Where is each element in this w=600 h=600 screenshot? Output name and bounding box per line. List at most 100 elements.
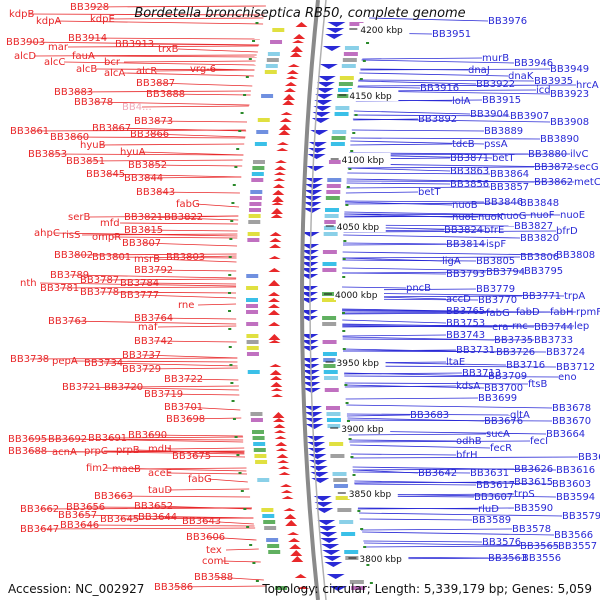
left-function-box <box>262 514 275 518</box>
right-leader-line <box>342 242 447 245</box>
left-green-tick <box>228 328 232 330</box>
right-feature-arrow <box>321 544 340 549</box>
left-gene-label: BB3647 <box>20 524 59 535</box>
left-feature-arrow <box>276 142 289 145</box>
right-function-box <box>323 226 338 230</box>
right-gene-label: BB3889 <box>484 126 523 137</box>
right-function-box <box>323 232 338 236</box>
right-green-tick <box>346 186 350 188</box>
left-leader-line <box>157 516 254 519</box>
left-green-tick <box>252 40 256 42</box>
left-gene-label: BB3701 <box>164 402 203 413</box>
left-gene-label: BB3913 <box>115 39 154 50</box>
right-feature-arrow <box>305 178 324 183</box>
left-gene-label: BB3643 <box>182 516 221 527</box>
right-function-box <box>326 184 341 188</box>
right-gene-label: BB3556 <box>522 553 561 564</box>
left-green-tick <box>228 274 232 276</box>
right-gene-label: BB3731 <box>456 345 495 356</box>
left-leader-line <box>205 536 257 541</box>
right-leader-line <box>346 186 491 189</box>
right-leader-line <box>358 79 535 82</box>
right-leader-line <box>349 440 531 443</box>
right-function-box <box>325 208 340 212</box>
right-gene-label: metC <box>574 177 600 188</box>
right-gene-label: BB3949 <box>550 64 589 75</box>
left-leader-line <box>69 136 246 139</box>
right-feature-arrow <box>324 562 343 567</box>
scale-label-bg <box>334 288 385 300</box>
left-green-tick <box>236 454 240 456</box>
right-feature-arrow <box>300 310 319 315</box>
right-leader-line <box>353 110 471 115</box>
left-feature-arrow <box>291 556 304 562</box>
right-gene-label: gltA <box>510 410 530 421</box>
right-feature-arrow <box>310 472 329 477</box>
left-gene-label: BB3887 <box>136 78 175 89</box>
right-gene-label: BB3916 <box>420 83 459 94</box>
right-function-box <box>322 316 337 320</box>
left-function-box <box>250 418 263 422</box>
left-function-box <box>246 298 259 302</box>
left-leader-line <box>153 340 237 343</box>
right-gene-label: BB3683 <box>410 410 449 421</box>
left-leader-line <box>141 367 238 370</box>
right-leader-line <box>344 375 559 378</box>
left-gene-label: BB3652 <box>134 501 173 512</box>
left-feature-arrow <box>268 334 281 340</box>
right-gene-label: BB3857 <box>490 182 529 193</box>
right-green-tick <box>354 114 358 116</box>
left-function-box <box>268 550 281 554</box>
right-function-box <box>349 22 364 26</box>
left-leader-line <box>141 105 249 108</box>
genome-summary-text: Topology: circular; Length: 5,339,179 bp… <box>262 582 592 596</box>
left-function-box <box>249 196 262 200</box>
left-feature-arrow <box>276 454 289 458</box>
right-feature-arrow <box>310 130 329 135</box>
left-gene-label: prpB <box>116 445 140 456</box>
right-green-tick <box>342 312 346 314</box>
left-feature-arrow <box>268 322 281 326</box>
left-green-tick <box>243 508 247 510</box>
right-green-tick <box>343 240 347 242</box>
right-gene-label: eno <box>558 372 577 383</box>
right-leader-line <box>342 312 487 315</box>
left-leader-line <box>167 488 250 491</box>
right-gene-label: BB3846 <box>484 197 523 208</box>
right-gene-label: BB3631 <box>470 468 509 479</box>
left-leader-line <box>177 48 258 53</box>
left-leader-line <box>185 255 237 258</box>
right-gene-label: BB3594 <box>556 492 595 503</box>
right-leader-line <box>344 213 561 216</box>
right-function-box <box>332 130 347 134</box>
left-gene-label: BB3789 <box>50 270 89 281</box>
left-feature-arrow <box>271 202 284 205</box>
left-leader-line <box>103 362 238 367</box>
left-feature-arrow <box>268 304 281 308</box>
right-leader-line <box>342 251 557 256</box>
left-feature-arrow <box>269 244 282 248</box>
left-function-box <box>266 58 279 62</box>
right-leader-line <box>359 512 563 517</box>
right-feature-arrow <box>329 586 348 591</box>
left-gene-label: pepA <box>52 356 78 367</box>
left-function-box <box>266 538 279 542</box>
left-function-box <box>250 412 263 416</box>
right-gene-label: betT <box>418 187 441 198</box>
left-function-box <box>250 190 263 194</box>
scale-label-bg <box>348 89 399 101</box>
left-leader-line <box>153 120 248 123</box>
left-gene-label: BB3646 <box>60 520 99 531</box>
left-gene-label: BB3764 <box>134 313 173 324</box>
left-leader-line <box>99 143 245 146</box>
right-gene-label: BB3806 <box>520 252 559 263</box>
right-feature-arrow <box>319 64 338 69</box>
left-gene-label: BB3777 <box>120 290 159 301</box>
left-gene-label: BB3656 <box>66 502 105 513</box>
right-feature-arrow <box>300 268 319 273</box>
left-function-box <box>252 166 265 170</box>
left-gene-label: hyuB <box>80 140 106 151</box>
right-gene-label: BB3793 <box>446 269 485 280</box>
left-leader-line <box>99 278 237 281</box>
right-gene-label: murB <box>482 53 509 64</box>
